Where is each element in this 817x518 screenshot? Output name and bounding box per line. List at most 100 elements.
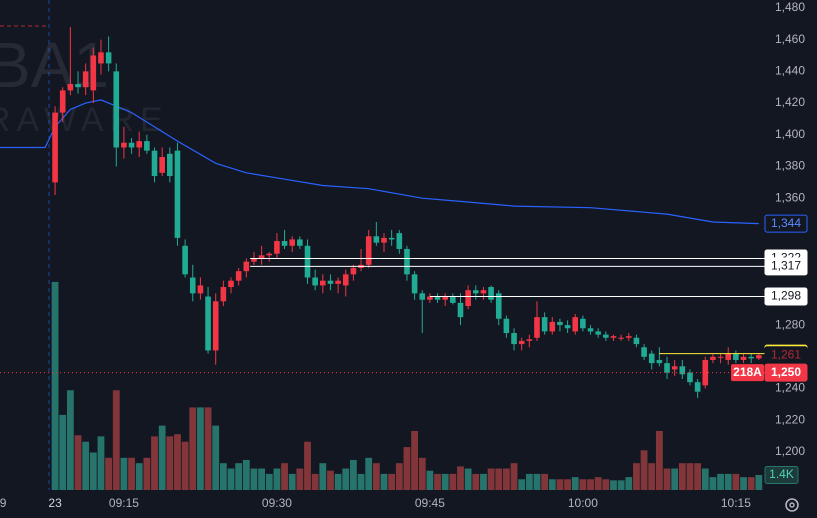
candle-body [557,321,563,326]
volume-bar [732,473,740,490]
candle-body [396,233,403,249]
volume-bar [533,473,541,490]
candle-body [434,296,441,300]
volume-bar [334,473,342,490]
volume-bar [724,473,732,490]
candle-body [564,325,571,329]
volume-bar [296,468,304,490]
volume-bar [128,457,135,490]
volume-bar [357,473,365,490]
volume-bar [594,477,602,490]
volume-bar [617,480,625,490]
y-tick-label: 1,280 [775,317,805,331]
candle-body [457,302,464,318]
volume-bar [120,457,128,490]
candle-body [121,142,127,148]
candle-body [258,255,265,259]
gear-ring[interactable] [785,498,799,512]
candle-body [189,277,196,294]
candle-body [572,317,579,332]
y-tick-label: 1,240 [775,381,805,395]
candle-body [52,112,58,183]
volume-bar [189,407,197,490]
volume-bar [273,468,281,490]
volume-bar [747,477,755,490]
candle-body [128,142,135,148]
volume-bar [342,468,350,490]
candle-body [495,293,502,319]
volume-bar [502,468,510,490]
vwap-label: 1,344 [771,216,801,230]
candle-body [182,245,188,275]
candle-body [205,296,211,351]
volume-bar [434,473,441,490]
y-tick-label: 1,400 [775,127,805,141]
volume-bar [518,479,526,490]
candle-body [526,339,533,341]
y-tick-label: 1,380 [775,159,805,173]
candle-body [472,290,479,294]
volume-bar [701,468,709,490]
volume-bar [694,463,702,490]
volume-bar [372,463,380,490]
volume-bar [648,463,656,490]
candle-body [289,239,296,246]
volume-bar [625,477,633,490]
volume-bar [495,468,503,490]
candle-body [633,337,640,345]
candle-body [335,280,341,284]
y-tick-label: 1,480 [775,0,805,14]
candle-body [243,261,250,272]
candle-body [480,290,487,294]
volume-bar [197,407,204,490]
candle-body [373,236,380,243]
candle-body [320,280,326,286]
candle-body [159,156,165,173]
candle-body [534,317,540,338]
volume-bar [166,436,174,490]
settings-button[interactable] [785,498,799,512]
volume-bar [510,463,518,490]
volume-bar [449,473,457,490]
volume-bar [464,468,472,490]
volume-bar [610,480,617,490]
candle-body [694,382,701,392]
candle-body [541,317,548,332]
vwap-label-box [764,214,808,233]
volume-bar [250,468,258,490]
volume-bar [204,407,212,490]
candle-body [587,328,594,332]
candle-body [679,366,686,375]
candle-body [717,356,724,358]
y-tick-label: 1,440 [775,64,805,78]
volume-bar [388,473,396,490]
volume-bar [403,447,411,490]
volume-bar [174,434,181,490]
candle-body [725,353,732,360]
volume-bar [395,463,403,490]
volume-bar [242,459,250,490]
y-tick-label: 1,220 [775,412,805,426]
volume-bar [418,457,426,490]
volume-bar [66,390,74,490]
volume-bar [258,468,266,490]
volume-bar [740,477,747,490]
candle-body [274,241,280,254]
volume-label: 1.4K [769,467,794,481]
candle-body [105,52,112,64]
volume-bar [97,436,105,490]
candle-body [304,245,311,278]
volume-bar [350,459,357,490]
volume-bar [655,431,663,490]
last-price-label: 1,250 [771,365,801,379]
candle-body [687,372,693,383]
volume-bar [112,390,120,490]
gear-center[interactable] [789,502,795,508]
volume-bar [311,473,319,490]
volume-bar [281,463,288,490]
volume-bar [105,457,113,490]
candle-body [381,237,387,243]
y-tick-label: 1,360 [775,190,805,204]
volume-bar [472,473,480,490]
